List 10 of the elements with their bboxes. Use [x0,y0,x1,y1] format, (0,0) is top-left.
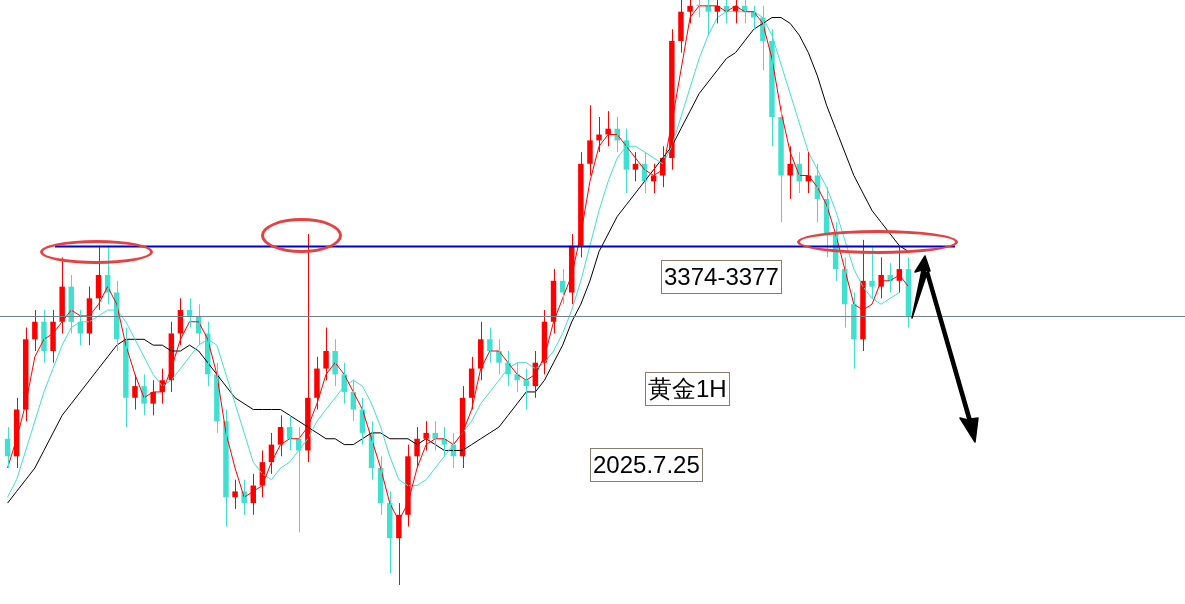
candlestick [323,327,329,381]
annotation: 2025.7.25 [590,448,703,482]
annotation: 黄金1H [645,372,730,406]
candlestick [587,104,593,176]
candlestick [232,479,238,510]
annotation: 3374-3377 [661,260,782,294]
candlestick [869,245,875,299]
candlestick [423,420,429,451]
candlestick [787,145,793,200]
candlestick [132,373,138,410]
